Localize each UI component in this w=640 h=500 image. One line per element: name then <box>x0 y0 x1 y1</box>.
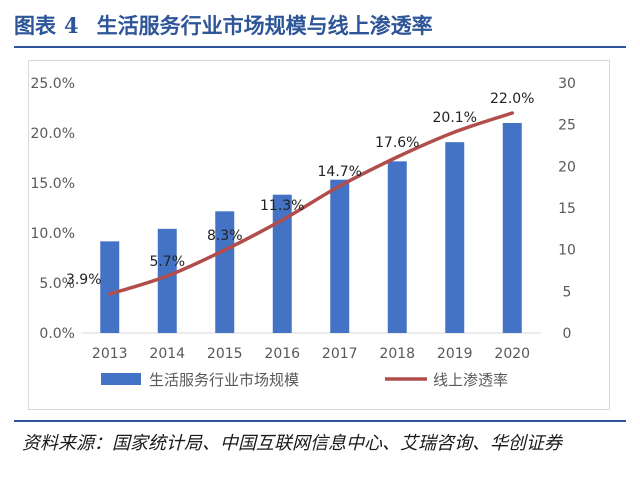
line-data-label: 17.6% <box>375 135 419 151</box>
y-right-tick-label: 5 <box>563 284 572 300</box>
bar-2018 <box>387 161 407 333</box>
bottom-rule <box>14 420 626 422</box>
line-data-label: 5.7% <box>149 254 185 270</box>
x-tick-label: 2014 <box>149 346 185 362</box>
source-note: 资料来源：国家统计局、中国互联网信息中心、艾瑞咨询、华创证券 <box>22 433 562 454</box>
y-left-tick-label: 10.0% <box>31 226 75 242</box>
line-point-2018 <box>395 155 399 159</box>
line-data-label: 11.3% <box>260 198 304 214</box>
y-right-tick-label: 10 <box>558 243 576 259</box>
figure-label: 图表 <box>14 13 56 38</box>
y-left-tick-label: 0.0% <box>39 326 75 342</box>
chart-frame: 0.0% 5.0% 10.0% 15.0% 20.0% 25.0% 0 5 10 15 20 25 30… <box>28 60 610 410</box>
legend-line-label: 线上渗透率 <box>433 371 508 389</box>
y-left-tick-label: 20.0% <box>31 126 75 142</box>
x-tick-label: 2015 <box>207 346 243 362</box>
title-rule <box>14 46 626 48</box>
bar-2019 <box>445 142 465 333</box>
legend-bar-label: 生活服务行业市场规模 <box>149 371 299 389</box>
line-point-2017 <box>338 184 342 188</box>
bar-2014 <box>157 228 177 333</box>
figure-title: 图表 4 生活服务行业市场规模与线上渗透率 <box>14 10 626 40</box>
bar-2020 <box>502 123 522 333</box>
line-point-2019 <box>453 130 457 134</box>
line-data-label: 22.0% <box>490 91 534 107</box>
legend-bar-swatch <box>101 373 141 385</box>
y-left-tick-label: 15.0% <box>31 176 75 192</box>
y-right-tick-label: 15 <box>558 201 576 217</box>
y-right-tick-label: 0 <box>563 326 572 342</box>
y-left-tick-label: 25.0% <box>31 76 75 92</box>
bar-2015 <box>215 211 235 333</box>
combo-chart: 0.0% 5.0% 10.0% 15.0% 20.0% 25.0% 0 5 10 15 20 25 30… <box>31 76 576 389</box>
x-tick-label: 2013 <box>92 346 128 362</box>
line-point-2013 <box>108 292 112 296</box>
line-data-label: 20.1% <box>433 110 477 126</box>
line-point-2015 <box>223 248 227 252</box>
bar-2013 <box>100 241 120 333</box>
line-data-label: 8.3% <box>207 228 243 244</box>
line-point-2016 <box>280 218 284 222</box>
x-tick-label: 2017 <box>322 346 358 362</box>
bar-2016 <box>272 194 292 333</box>
line-point-2014 <box>165 274 169 278</box>
line-data-label: 3.9% <box>66 272 102 288</box>
line-data-label: 14.7% <box>318 164 362 180</box>
y-right-tick-label: 25 <box>558 118 576 134</box>
x-tick-label: 2016 <box>264 346 300 362</box>
x-tick-label: 2018 <box>379 346 415 362</box>
figure-number: 4 <box>64 13 79 38</box>
line-series <box>108 111 514 296</box>
y-right-tick-label: 30 <box>558 76 576 92</box>
x-tick-label: 2019 <box>437 346 473 362</box>
bar-2017 <box>330 179 350 333</box>
y-left-tick-label: 5.0% <box>39 276 75 292</box>
x-tick-label: 2020 <box>494 346 530 362</box>
figure-title-text: 生活服务行业市场规模与线上渗透率 <box>96 13 433 38</box>
line-point-2020 <box>510 111 514 115</box>
y-right-tick-label: 20 <box>558 159 576 175</box>
